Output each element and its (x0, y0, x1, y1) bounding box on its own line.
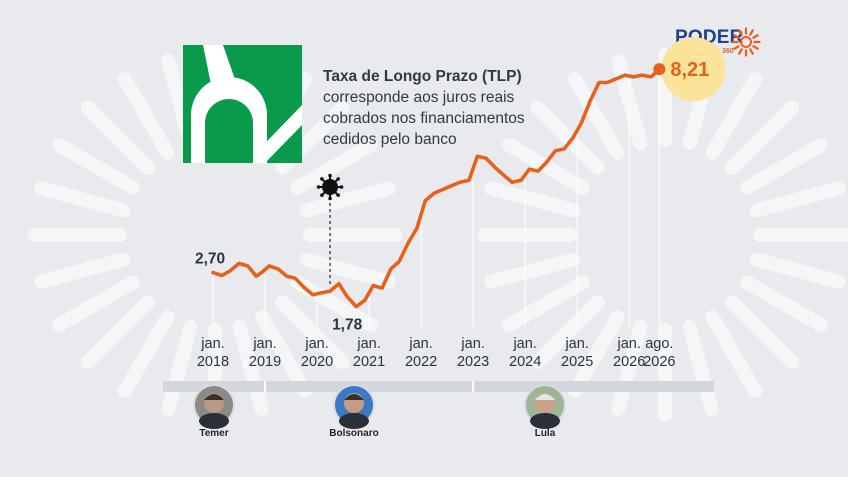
sunburst-decor (478, 48, 848, 422)
x-tick-label: jan. (200, 336, 224, 352)
sun-ray (733, 45, 740, 50)
x-tick-label: 2026 (643, 354, 675, 370)
president-name: Bolsonaro (329, 428, 378, 439)
x-tick-label: jan. (512, 336, 536, 352)
x-tick-label: jan. (356, 336, 380, 352)
sun-ray (738, 48, 743, 55)
chart-title: Taxa de Longo Prazo (TLP) (323, 68, 522, 85)
timeline-bar (163, 381, 714, 392)
last-value-highlight (661, 37, 726, 102)
sun-icon (731, 27, 761, 57)
last-point-marker (653, 63, 666, 76)
chart-description-line: cobrados nos financiamentos (323, 110, 525, 127)
president-name: Lula (535, 428, 556, 439)
x-tick-label: jan. (408, 336, 432, 352)
x-tick-label: 2024 (509, 354, 541, 370)
x-tick-label: jan. (564, 336, 588, 352)
sun-ray (749, 29, 754, 36)
sun-ray (752, 34, 759, 39)
sun-ray (752, 45, 759, 50)
brand-logo-sub: 360 (722, 48, 734, 55)
x-tick-label: 2026 (613, 354, 645, 370)
x-tick-label: jan. (616, 336, 640, 352)
chart-header: Taxa de Longo Prazo (TLP) corresponde ao… (323, 66, 583, 150)
x-tick-label: 2025 (561, 354, 593, 370)
start-value-label: 2,70 (195, 251, 225, 268)
x-tick-label: 2022 (405, 354, 437, 370)
series-line (211, 67, 662, 309)
president-name: Temer (199, 428, 228, 439)
bndes-logo (183, 45, 302, 163)
x-tick-label: ago. (645, 336, 673, 352)
sun-ray (733, 34, 740, 39)
sunburst-decor (28, 48, 402, 422)
sun-ray (738, 29, 743, 36)
last-value-label: 8,21 (670, 59, 709, 81)
x-tick-label: jan. (460, 336, 484, 352)
chart-description-line: cedidos pelo banco (323, 131, 457, 148)
president-avatar (524, 384, 566, 429)
x-tick-label: jan. (252, 336, 276, 352)
president-avatar (193, 384, 235, 429)
sun-ray (749, 48, 754, 55)
x-tick-label: 2019 (249, 354, 281, 370)
virus-icon (316, 173, 344, 201)
x-tick-label: 2021 (353, 354, 385, 370)
president-avatar (333, 384, 375, 429)
min-value-label: 1,78 (332, 317, 363, 334)
x-tick-label: 2023 (457, 354, 489, 370)
x-tick-label: 2018 (197, 354, 229, 370)
x-tick-label: jan. (304, 336, 328, 352)
x-tick-label: 2020 (301, 354, 333, 370)
chart-description-line: corresponde aos juros reais (323, 89, 515, 106)
